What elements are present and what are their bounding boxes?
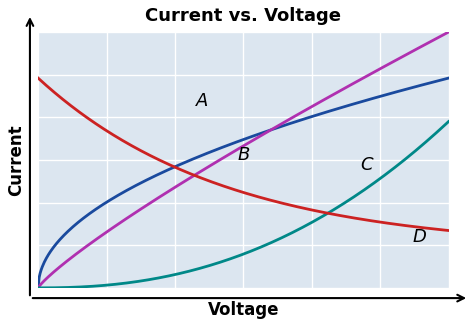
Y-axis label: Current: Current	[7, 124, 25, 196]
Text: B: B	[237, 146, 250, 164]
Text: D: D	[413, 228, 427, 246]
Title: Current vs. Voltage: Current vs. Voltage	[145, 7, 341, 25]
Text: C: C	[360, 156, 373, 174]
Text: A: A	[196, 92, 209, 110]
X-axis label: Voltage: Voltage	[208, 301, 279, 319]
